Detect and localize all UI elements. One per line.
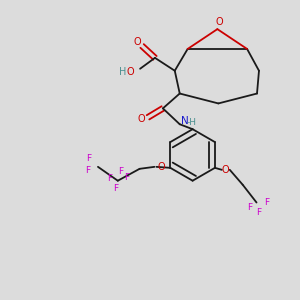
Text: N: N xyxy=(181,116,189,126)
Text: F: F xyxy=(247,203,252,212)
Text: F: F xyxy=(107,174,112,183)
Text: O: O xyxy=(158,162,165,172)
Text: O: O xyxy=(126,67,134,77)
Text: O: O xyxy=(221,165,229,175)
Text: F: F xyxy=(86,154,92,164)
Text: F: F xyxy=(124,173,129,182)
Text: O: O xyxy=(137,114,145,124)
Text: F: F xyxy=(256,208,261,217)
Text: F: F xyxy=(118,167,123,176)
Text: F: F xyxy=(264,198,269,207)
Text: -H: -H xyxy=(187,118,196,127)
Text: F: F xyxy=(113,184,118,193)
Text: F: F xyxy=(85,166,91,175)
Text: O: O xyxy=(215,17,223,27)
Text: O: O xyxy=(133,37,141,47)
Text: H: H xyxy=(118,67,126,77)
